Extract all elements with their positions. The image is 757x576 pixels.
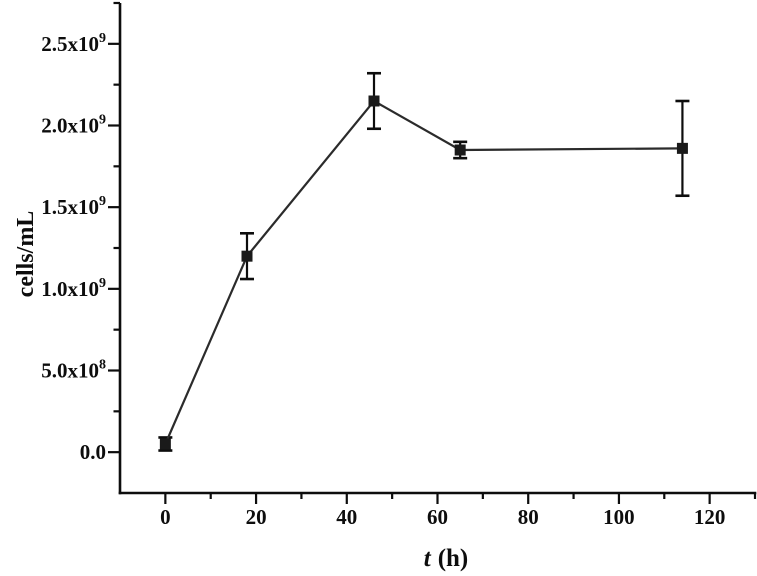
data-point-marker [241, 250, 253, 262]
y-tick-label: 1.5x109 [41, 194, 106, 219]
data-line [164, 99, 683, 445]
data-point-marker [676, 142, 688, 154]
data-point-marker [159, 438, 171, 450]
data-point-marker [368, 95, 380, 107]
x-axis-title-unit: (h) [438, 545, 469, 572]
y-tick-label: 2.0x109 [41, 113, 106, 138]
y-tick-label: 2.5x109 [41, 31, 106, 56]
x-tick-label: 20 [246, 505, 267, 529]
data-point-marker [454, 144, 466, 156]
y-axis-title: cells/mL [13, 211, 39, 298]
x-axis-title-variable: t [424, 545, 432, 572]
x-tick-label: 0 [160, 505, 171, 529]
y-tick-label: 0.0 [80, 440, 106, 464]
chart-plot-area: 0 20 40 60 80 100 120 0.0 5.0x108 1.0x109 1.5x109 2… [41, 1, 757, 529]
y-tick-label: 1.0x109 [41, 276, 106, 301]
y-tick-label: 5.0x108 [41, 358, 106, 383]
x-tick-label: 100 [603, 505, 635, 529]
x-axis-title: t (h) [424, 545, 469, 572]
x-tick-label: 60 [427, 505, 448, 529]
x-tick-label: 80 [518, 505, 539, 529]
x-tick-label: 40 [336, 505, 357, 529]
x-tick-label: 120 [694, 505, 726, 529]
